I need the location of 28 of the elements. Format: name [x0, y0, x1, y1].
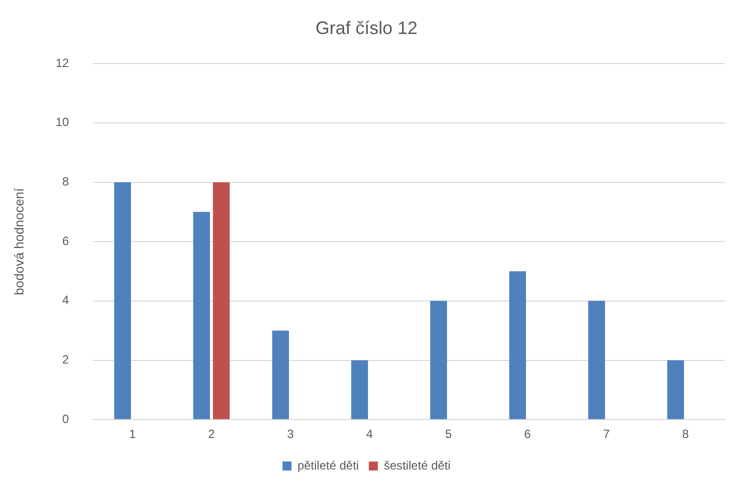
y-tick-label: 4 — [62, 293, 70, 308]
bar — [509, 271, 526, 420]
bar — [588, 300, 606, 420]
y-tick-label: 6 — [62, 234, 70, 248]
bar — [430, 300, 447, 420]
bar — [272, 330, 289, 420]
bar — [351, 360, 368, 420]
x-tick-label: 1 — [129, 427, 136, 442]
x-tick-label: 8 — [682, 427, 690, 442]
bar — [114, 182, 131, 420]
y-tick-label: 8 — [62, 174, 70, 189]
y-tick-label: 12 — [56, 56, 70, 70]
x-tick-label: 5 — [445, 427, 452, 442]
y-tick-label: 2 — [62, 352, 70, 367]
legend-label: pětileté děti — [297, 458, 359, 472]
chart-title: Graf číslo 12 — [315, 18, 418, 38]
y-axis-title: bodová hodnocení — [11, 188, 26, 296]
bar — [212, 182, 230, 420]
y-tick-label: 0 — [62, 412, 70, 426]
bar — [667, 360, 684, 420]
y-tick-label: 10 — [56, 115, 70, 130]
x-tick-label: 3 — [287, 427, 294, 442]
x-tick-label: 4 — [366, 427, 374, 442]
legend-label: šestileté děti — [384, 458, 451, 472]
bar — [193, 212, 210, 420]
x-tick-label: 6 — [524, 427, 532, 442]
x-tick-label: 2 — [208, 427, 216, 442]
x-tick-label: 7 — [603, 427, 610, 442]
